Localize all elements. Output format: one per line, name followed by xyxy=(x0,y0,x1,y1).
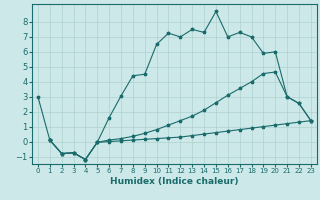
X-axis label: Humidex (Indice chaleur): Humidex (Indice chaleur) xyxy=(110,177,239,186)
